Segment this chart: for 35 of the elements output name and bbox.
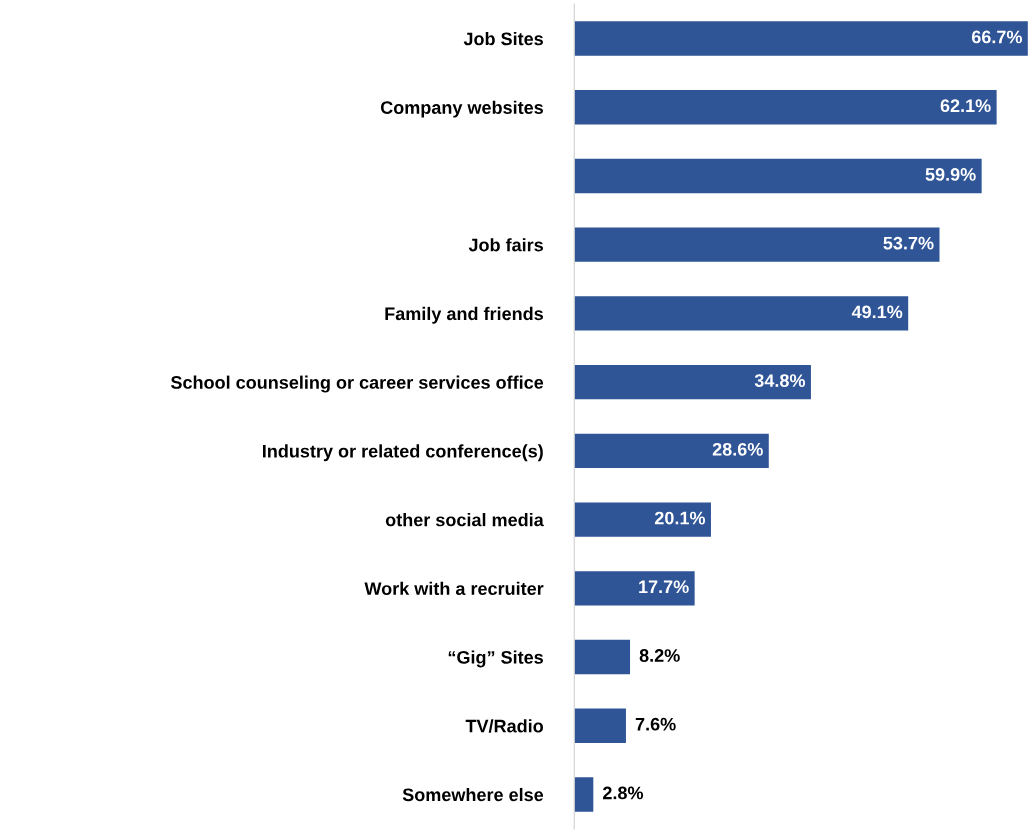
data-label: 49.1% [851,305,903,319]
y-tick-label: Somewhere else [402,787,544,802]
bar [574,708,626,743]
bar [574,777,594,812]
data-label: 62.1% [940,99,991,113]
bar [574,571,695,606]
data-label: 34.8% [754,374,806,388]
y-tick-label: Job fairs [468,238,543,252]
data-label: 7.6% [635,717,676,731]
y-tick-label: Industry or related conference(s) [263,444,543,462]
data-label: 20.1% [654,511,706,525]
data-label: 17.7% [639,580,689,594]
data-label: 8.2% [639,649,680,662]
data-label: 66.7% [971,30,1022,44]
bar [574,364,811,400]
y-tick-label: other social media [385,513,544,527]
data-label: 59.9% [925,168,976,181]
bar [574,90,997,125]
bar [574,639,631,675]
data-label: 53.7% [883,236,934,250]
bar [574,502,711,537]
bar [574,21,1028,56]
data-label: 28.6% [712,442,763,456]
y-tick-label: “Gig” Sites [448,650,543,668]
y-tick-label: School counseling or career services office [170,375,544,393]
y-tick-label: Family and friends [385,306,543,324]
y-tick-label: Work with a recruiter [364,581,544,596]
bar [574,433,769,469]
bar [574,158,982,194]
y-tick-label: Job Sites [463,31,543,46]
y-tick-label: TV/Radio [465,719,544,733]
bar [574,227,940,262]
bar [574,296,909,331]
y-tick-label: Company websites [380,100,543,118]
data-label: 2.8% [603,786,644,800]
